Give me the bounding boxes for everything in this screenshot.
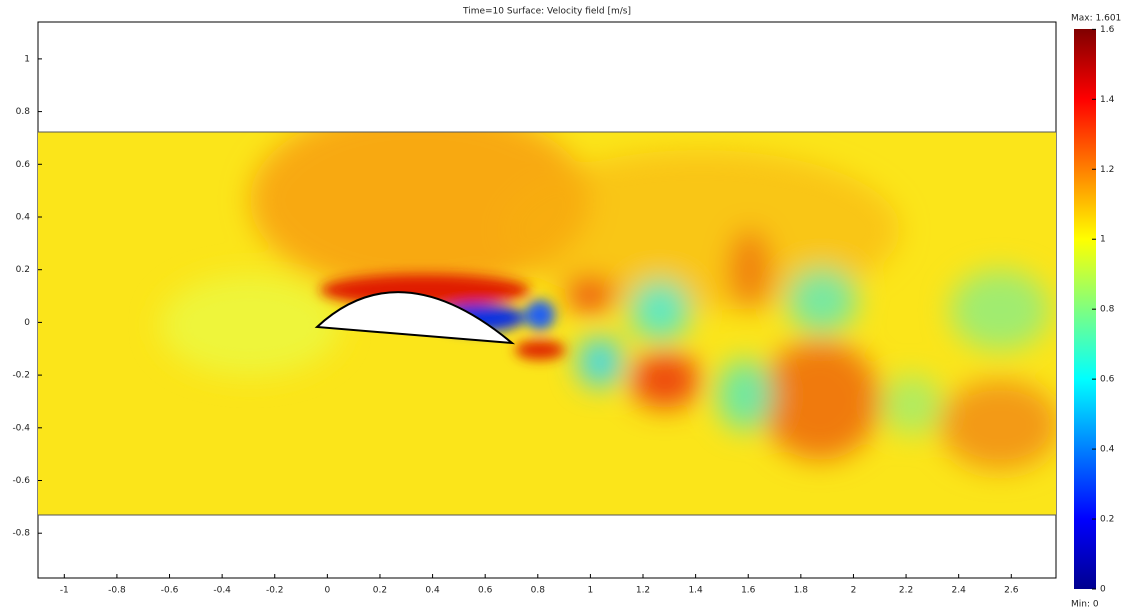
colorbar-max: Max: 1.601 xyxy=(1071,14,1121,24)
x-tick-label: 0.2 xyxy=(373,586,387,596)
y-tick-label: -0.6 xyxy=(12,476,30,486)
colorbar xyxy=(1074,29,1096,589)
colorbar-tick-label: 0.2 xyxy=(1100,515,1114,525)
y-tick-label: -0.2 xyxy=(12,371,30,381)
x-tick-label: 2.6 xyxy=(1004,586,1019,596)
colorbar-tick-label: 1.6 xyxy=(1100,25,1115,35)
chart-title: Time=10 Surface: Velocity field [m/s] xyxy=(462,7,631,17)
x-tick-label: 1.4 xyxy=(688,586,703,596)
colorbar-tick-label: 0.8 xyxy=(1100,305,1115,315)
x-tick-label: 0.8 xyxy=(531,586,546,596)
x-tick-label: -0.6 xyxy=(161,586,179,596)
x-tick-label: 1 xyxy=(588,586,594,596)
x-tick-label: 1.6 xyxy=(741,586,756,596)
x-tick-label: 2 xyxy=(851,586,857,596)
colorbar-min: Min: 0 xyxy=(1071,600,1099,610)
x-tick-label: -1 xyxy=(60,586,69,596)
velocity-field xyxy=(38,132,1056,515)
y-tick-label: 0 xyxy=(24,318,30,328)
x-tick-label: -0.2 xyxy=(266,586,284,596)
colorbar-tick-label: 0.4 xyxy=(1100,445,1115,455)
y-tick-label: -0.8 xyxy=(12,529,30,539)
y-tick-label: 0.2 xyxy=(16,265,30,275)
x-tick-label: 0 xyxy=(324,586,330,596)
x-tick-label: -0.8 xyxy=(108,586,126,596)
y-tick-label: 0.6 xyxy=(16,160,31,170)
colorbar-tick-label: 0.6 xyxy=(1100,375,1115,385)
x-tick-label: -0.4 xyxy=(213,586,231,596)
x-tick-label: 2.4 xyxy=(952,586,967,596)
x-tick-label: 1.8 xyxy=(794,586,809,596)
y-tick-label: 0.8 xyxy=(16,107,31,117)
x-tick-label: 2.2 xyxy=(899,586,913,596)
y-tick-label: -0.4 xyxy=(12,423,30,433)
y-tick-label: 1 xyxy=(24,54,30,64)
x-tick-label: 0.6 xyxy=(478,586,493,596)
airfoil xyxy=(314,291,516,345)
x-tick-label: 0.4 xyxy=(425,586,440,596)
colorbar-tick-label: 1 xyxy=(1100,235,1106,245)
x-tick-label: 1.2 xyxy=(636,586,650,596)
colorbar-tick-label: 1.4 xyxy=(1100,95,1115,105)
colorbar-tick-label: 1.2 xyxy=(1100,165,1114,175)
y-tick-label: 0.4 xyxy=(16,212,31,222)
colorbar-tick-label: 0 xyxy=(1100,585,1106,595)
